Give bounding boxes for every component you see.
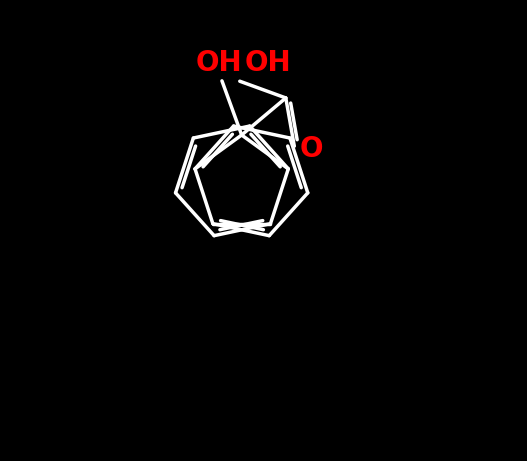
Text: OH: OH — [196, 49, 242, 77]
Text: OH: OH — [245, 49, 291, 77]
Text: O: O — [300, 135, 324, 163]
